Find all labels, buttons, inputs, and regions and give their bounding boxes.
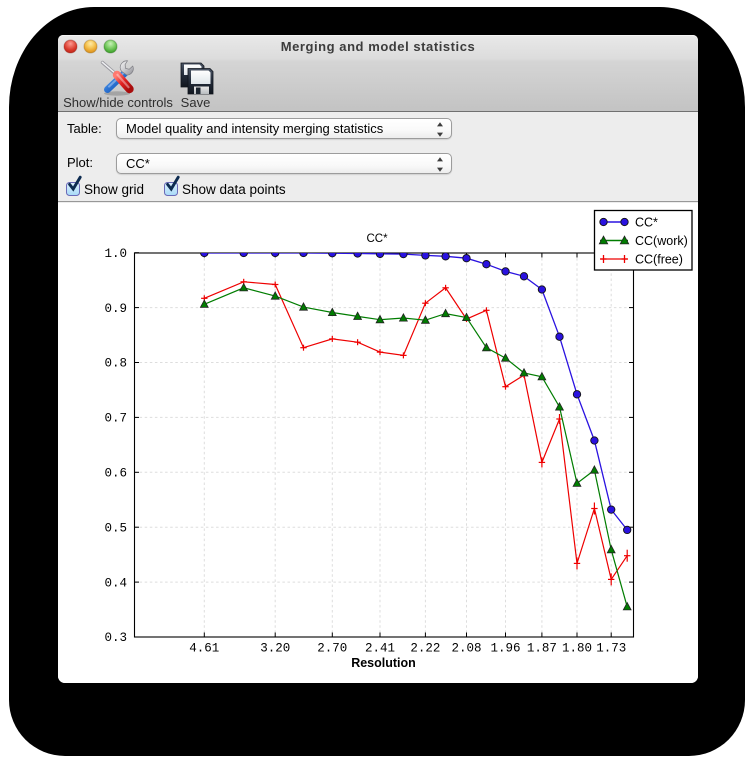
svg-text:CC*: CC* [635,215,658,229]
svg-text:2.08: 2.08 [451,642,481,656]
svg-text:CC(free): CC(free) [635,252,683,266]
svg-text:Resolution: Resolution [351,656,416,670]
svg-text:4.61: 4.61 [189,642,219,656]
svg-text:1.96: 1.96 [490,642,520,656]
svg-text:0.3: 0.3 [104,631,127,645]
svg-text:CC(work): CC(work) [635,234,688,248]
svg-text:1.80: 1.80 [562,642,592,656]
svg-text:0.4: 0.4 [104,576,127,590]
svg-text:1.73: 1.73 [596,642,626,656]
svg-text:0.8: 0.8 [104,357,127,371]
svg-text:2.41: 2.41 [365,642,395,656]
svg-text:2.22: 2.22 [410,642,440,656]
svg-text:1.87: 1.87 [527,642,557,656]
svg-text:0.5: 0.5 [104,521,127,535]
svg-text:0.7: 0.7 [104,412,127,426]
svg-text:3.20: 3.20 [260,642,290,656]
svg-text:1.0: 1.0 [104,247,127,261]
svg-text:CC*: CC* [366,233,388,245]
svg-text:2.70: 2.70 [317,642,347,656]
svg-text:0.6: 0.6 [104,467,127,481]
svg-text:0.9: 0.9 [104,302,127,316]
